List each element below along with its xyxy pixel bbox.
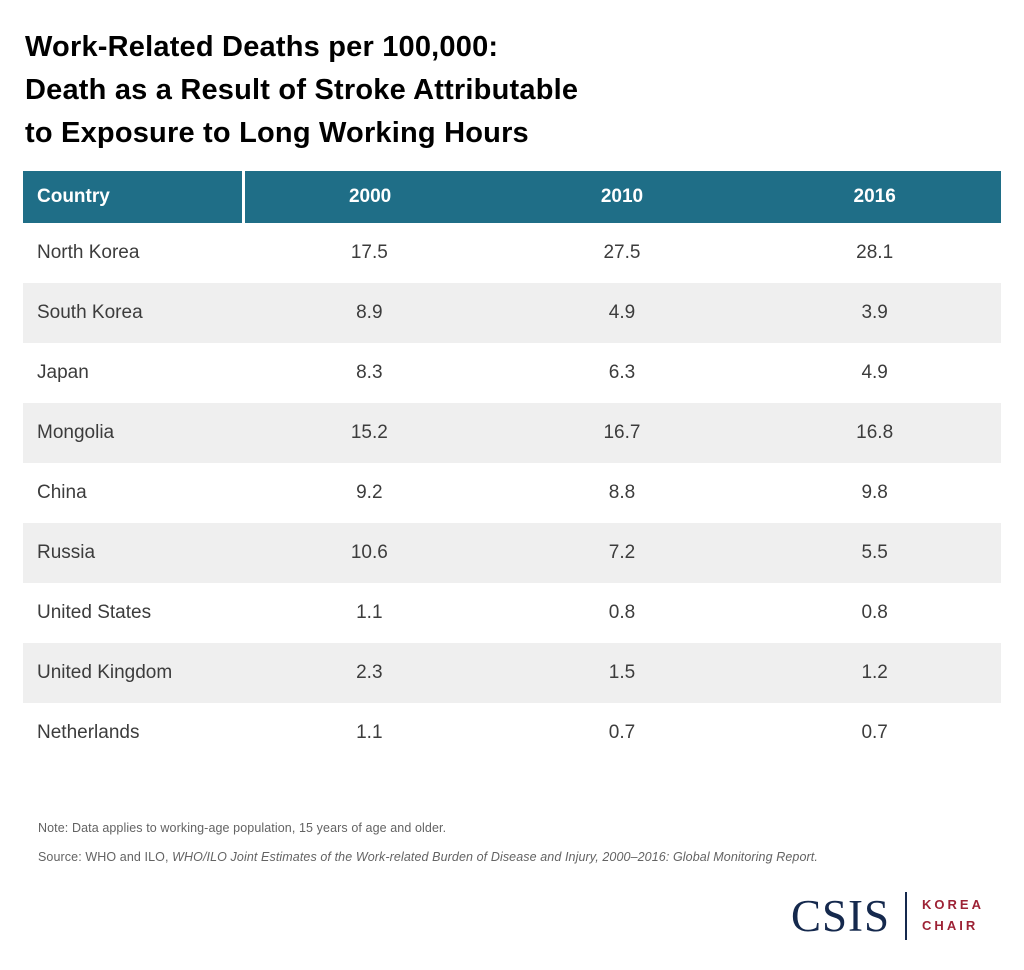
- country-cell: South Korea: [37, 301, 143, 323]
- value-cell: 28.1: [856, 241, 894, 263]
- csis-wordmark: CSIS: [790, 890, 891, 941]
- value-cell: 1.5: [608, 661, 636, 683]
- page-title: Work-Related Deaths per 100,000: Death a…: [25, 26, 1024, 155]
- note-text: Note: Data applies to working-age popula…: [38, 820, 447, 835]
- value-cell: 7.2: [608, 541, 636, 563]
- value-cell: 4.9: [861, 361, 888, 383]
- program-line-1: KOREA: [922, 897, 984, 913]
- source-prefix: Source: WHO and ILO,: [38, 849, 173, 864]
- value-cell: 5.5: [861, 541, 888, 563]
- country-cell: Japan: [37, 361, 89, 383]
- table-row: Mongolia 15.2 16.7 16.8: [23, 402, 1001, 463]
- table-row: Netherlands 1.1 0.7 0.7: [23, 702, 1001, 763]
- value-cell: 9.8: [861, 481, 888, 503]
- country-cell: China: [37, 481, 87, 503]
- value-cell: 16.7: [603, 421, 641, 443]
- value-cell: 9.2: [356, 481, 383, 503]
- table-row: Russia 10.6 7.2 5.5: [23, 522, 1001, 583]
- column-header-2000: 2000: [243, 170, 496, 223]
- table-row: China 9.2 8.8 9.8: [23, 462, 1001, 523]
- data-table: Country 2000 2010 2016 North Korea 17.5 …: [23, 170, 1001, 763]
- country-cell: Russia: [37, 541, 96, 563]
- value-cell: 8.9: [356, 301, 383, 323]
- value-cell: 0.8: [608, 601, 636, 623]
- value-cell: 10.6: [350, 541, 388, 563]
- value-cell: 8.8: [608, 481, 636, 503]
- value-cell: 1.2: [861, 661, 888, 683]
- program-name: KOREA CHAIR: [922, 895, 984, 937]
- table-row: South Korea 8.9 4.9 3.9: [23, 282, 1001, 343]
- source-text: Source: WHO and ILO, WHO/ILO Joint Estim…: [38, 850, 1024, 864]
- value-cell: 0.7: [861, 721, 888, 743]
- value-cell: 4.9: [608, 301, 636, 323]
- value-cell: 15.2: [350, 421, 388, 443]
- country-cell: North Korea: [37, 241, 140, 263]
- value-cell: 16.8: [856, 421, 894, 443]
- title-line-1: Work-Related Deaths per 100,000:: [25, 31, 499, 63]
- program-line-2: CHAIR: [922, 918, 979, 933]
- table-row: United States 1.1 0.8 0.8: [23, 582, 1001, 643]
- value-cell: 8.3: [356, 361, 383, 383]
- value-cell: 0.8: [861, 601, 888, 623]
- column-header-2016: 2016: [748, 170, 1001, 223]
- source-citation: WHO/ILO Joint Estimates of the Work-rela…: [172, 849, 818, 864]
- country-cell: Netherlands: [37, 721, 140, 743]
- country-cell: United Kingdom: [37, 661, 173, 683]
- value-cell: 17.5: [350, 241, 388, 263]
- value-cell: 1.1: [356, 721, 383, 743]
- table-row: North Korea 17.5 27.5 28.1: [23, 222, 1001, 283]
- csis-logo: CSIS KOREA CHAIR: [791, 892, 984, 940]
- value-cell: 1.1: [356, 601, 383, 623]
- column-header-country: Country: [23, 170, 245, 223]
- value-cell: 27.5: [603, 241, 641, 263]
- table-row: Japan 8.3 6.3 4.9: [23, 342, 1001, 403]
- value-cell: 0.7: [608, 721, 636, 743]
- value-cell: 3.9: [861, 301, 888, 323]
- value-cell: 6.3: [608, 361, 636, 383]
- table-header-row: Country 2000 2010 2016: [23, 170, 1001, 223]
- title-line-2: Death as a Result of Stroke Attributable: [25, 73, 579, 106]
- table-row: United Kingdom 2.3 1.5 1.2: [23, 642, 1001, 703]
- country-cell: United States: [37, 601, 152, 623]
- logo-divider: [905, 892, 908, 940]
- value-cell: 2.3: [356, 661, 383, 683]
- column-header-2010: 2010: [495, 170, 749, 223]
- title-line-3: to Exposure to Long Working Hours: [25, 116, 529, 149]
- country-cell: Mongolia: [37, 421, 115, 443]
